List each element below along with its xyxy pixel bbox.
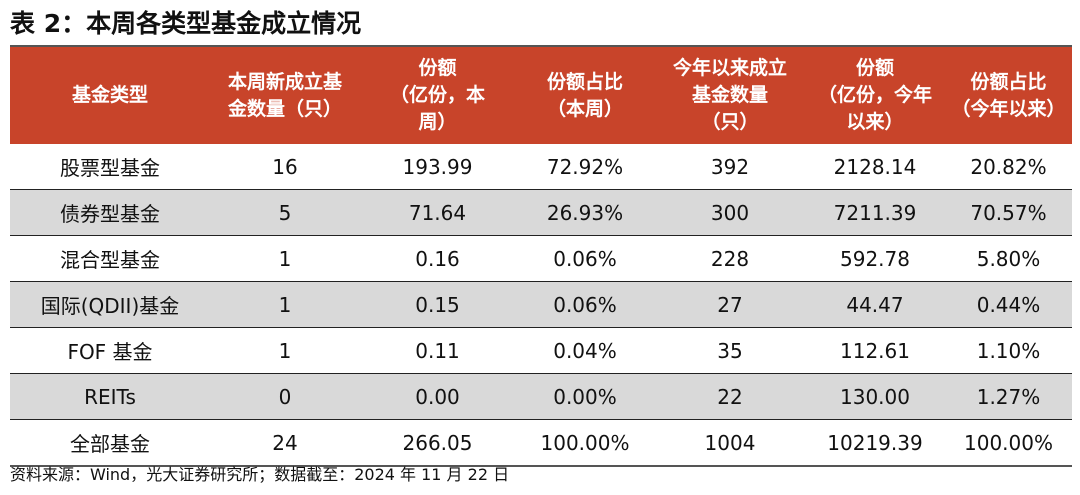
header-week-share-ratio: 份额占比 （本周） — [515, 47, 655, 144]
cell-week-count: 1 — [210, 235, 360, 282]
cell-fund-type: 国际(QDII)基金 — [10, 281, 210, 328]
cell-week-count: 1 — [210, 281, 360, 328]
header-ytd-share-ratio: 份额占比 （今年以来） — [945, 47, 1072, 144]
cell-ytd-count: 300 — [655, 189, 805, 236]
cell-week-share-ratio: 0.00% — [515, 373, 655, 420]
header-week-shares: 份额 （亿份，本 周） — [360, 47, 515, 144]
cell-week-shares: 266.05 — [360, 419, 515, 467]
cell-week-share-ratio: 0.06% — [515, 235, 655, 282]
cell-ytd-count: 1004 — [655, 419, 805, 467]
cell-ytd-share-ratio: 100.00% — [945, 419, 1072, 467]
top-rule — [10, 45, 1072, 47]
cell-week-count: 24 — [210, 419, 360, 467]
cell-ytd-count: 228 — [655, 235, 805, 282]
cell-week-count: 1 — [210, 327, 360, 374]
cell-week-shares: 0.00 — [360, 373, 515, 420]
header-ytd-shares: 份额 （亿份，今年 以来） — [805, 47, 945, 144]
source-note: 资料来源：Wind，光大证券研究所；数据截至：2024 年 11 月 22 日 — [10, 465, 510, 484]
cell-ytd-shares: 44.47 — [805, 281, 945, 328]
table-row: 债券型基金 5 71.64 26.93% 300 7211.39 70.57% — [10, 189, 1072, 236]
cell-ytd-share-ratio: 0.44% — [945, 281, 1072, 328]
cell-week-shares: 0.11 — [360, 327, 515, 374]
cell-week-share-ratio: 100.00% — [515, 419, 655, 467]
header-row: 基金类型 本周新成立基 金数量（只） 份额 （亿份，本 周） 份额占比 （本周）… — [10, 47, 1072, 144]
cell-week-shares: 193.99 — [360, 144, 515, 190]
cell-fund-type: 债券型基金 — [10, 189, 210, 236]
cell-ytd-share-ratio: 1.27% — [945, 373, 1072, 420]
cell-week-count: 0 — [210, 373, 360, 420]
cell-week-shares: 0.16 — [360, 235, 515, 282]
header-week-count: 本周新成立基 金数量（只） — [210, 47, 360, 144]
cell-week-shares: 0.15 — [360, 281, 515, 328]
cell-week-shares: 71.64 — [360, 189, 515, 236]
table-row: FOF 基金 1 0.11 0.04% 35 112.61 1.10% — [10, 327, 1072, 374]
cell-week-share-ratio: 26.93% — [515, 189, 655, 236]
cell-ytd-count: 22 — [655, 373, 805, 420]
table-title: 表 2：本周各类型基金成立情况 — [10, 9, 362, 38]
cell-week-share-ratio: 0.06% — [515, 281, 655, 328]
cell-ytd-count: 27 — [655, 281, 805, 328]
table-row-total: 全部基金 24 266.05 100.00% 1004 10219.39 100… — [10, 419, 1072, 467]
cell-ytd-count: 35 — [655, 327, 805, 374]
cell-ytd-count: 392 — [655, 144, 805, 190]
table-row: REITs 0 0.00 0.00% 22 130.00 1.27% — [10, 373, 1072, 420]
cell-fund-type: 全部基金 — [10, 419, 210, 467]
table-row: 国际(QDII)基金 1 0.15 0.06% 27 44.47 0.44% — [10, 281, 1072, 328]
cell-fund-type: 混合型基金 — [10, 235, 210, 282]
cell-week-share-ratio: 0.04% — [515, 327, 655, 374]
cell-week-count: 5 — [210, 189, 360, 236]
table-row: 混合型基金 1 0.16 0.06% 228 592.78 5.80% — [10, 235, 1072, 282]
cell-ytd-share-ratio: 70.57% — [945, 189, 1072, 236]
cell-week-count: 16 — [210, 144, 360, 190]
cell-fund-type: 股票型基金 — [10, 144, 210, 190]
cell-fund-type: FOF 基金 — [10, 327, 210, 374]
cell-ytd-shares: 10219.39 — [805, 419, 945, 467]
cell-fund-type: REITs — [10, 373, 210, 420]
cell-ytd-shares: 592.78 — [805, 235, 945, 282]
cell-ytd-share-ratio: 5.80% — [945, 235, 1072, 282]
table-row: 股票型基金 16 193.99 72.92% 392 2128.14 20.82… — [10, 144, 1072, 190]
fund-establishment-table: 基金类型 本周新成立基 金数量（只） 份额 （亿份，本 周） 份额占比 （本周）… — [10, 47, 1072, 467]
cell-week-share-ratio: 72.92% — [515, 144, 655, 190]
cell-ytd-shares: 112.61 — [805, 327, 945, 374]
cell-ytd-shares: 2128.14 — [805, 144, 945, 190]
cell-ytd-share-ratio: 1.10% — [945, 327, 1072, 374]
cell-ytd-share-ratio: 20.82% — [945, 144, 1072, 190]
cell-ytd-shares: 130.00 — [805, 373, 945, 420]
header-ytd-count: 今年以来成立 基金数量 （只） — [655, 47, 805, 144]
header-fund-type: 基金类型 — [10, 47, 210, 144]
cell-ytd-shares: 7211.39 — [805, 189, 945, 236]
